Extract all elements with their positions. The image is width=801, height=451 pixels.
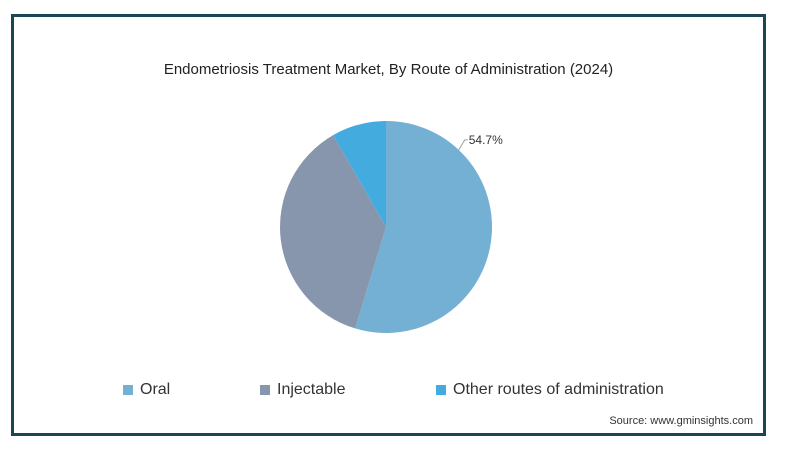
legend-label-oral: Oral xyxy=(140,381,171,398)
pie-slice-other xyxy=(333,121,386,227)
pie-slice-injectable xyxy=(280,135,386,329)
legend-item-injectable: Injectable xyxy=(260,381,346,399)
source-note: Source: www.gminsights.com xyxy=(609,415,753,427)
pie-slice-oral xyxy=(355,121,493,334)
legend-item-oral: Oral xyxy=(123,381,170,399)
legend: Oral Injectable Other routes of administ… xyxy=(14,381,763,403)
chart-frame: Endometriosis Treatment Market, By Route… xyxy=(11,14,766,436)
legend-swatch-injectable xyxy=(260,385,270,395)
data-label-oral: 54.7% xyxy=(469,133,503,147)
legend-swatch-oral xyxy=(123,385,133,395)
legend-label-injectable: Injectable xyxy=(277,381,346,398)
pie-chart: 54.7% xyxy=(280,121,503,334)
leader-line-oral xyxy=(458,139,468,151)
legend-swatch-other xyxy=(436,385,446,395)
chart-title: Endometriosis Treatment Market, By Route… xyxy=(163,61,614,78)
legend-item-other: Other routes of administration xyxy=(436,381,664,399)
legend-label-other: Other routes of administration xyxy=(453,381,664,398)
